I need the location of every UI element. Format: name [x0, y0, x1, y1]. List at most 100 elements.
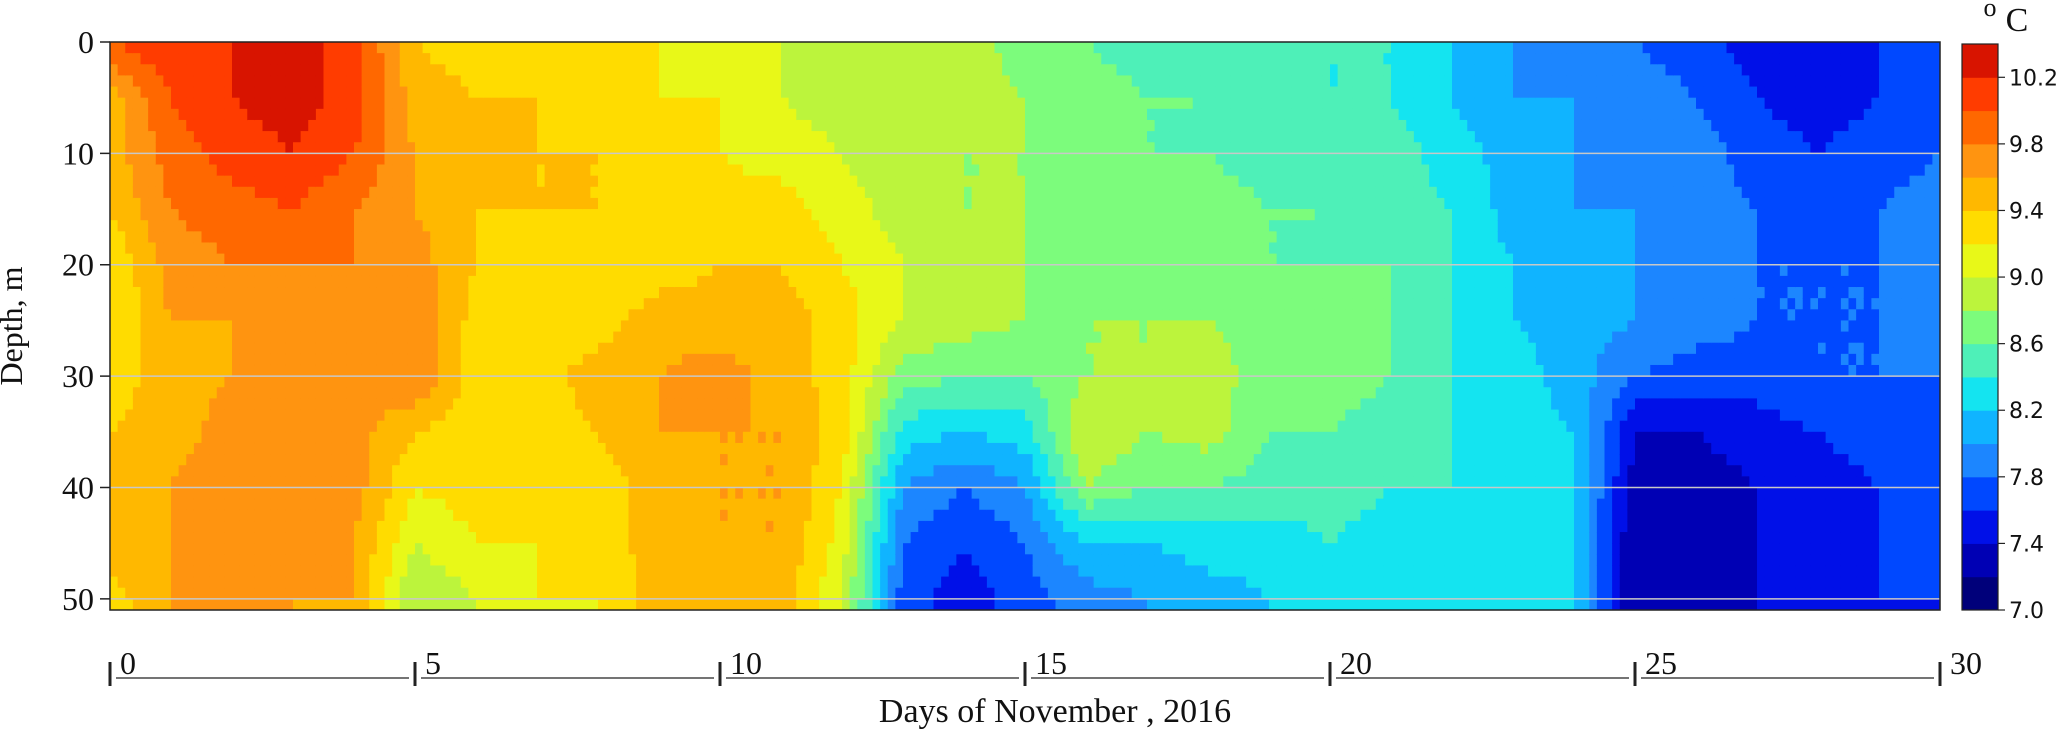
heatmap-cell — [155, 376, 164, 388]
heatmap-cell — [392, 86, 401, 99]
heatmap-cell — [666, 454, 675, 466]
heatmap-cell — [117, 264, 126, 277]
heatmap-cell — [369, 331, 378, 344]
heatmap-cell — [148, 520, 157, 533]
heatmap-cell — [338, 86, 347, 99]
heatmap-cell — [315, 353, 325, 366]
heatmap-cell — [781, 86, 790, 99]
heatmap-cell — [544, 520, 553, 533]
heatmap-cell — [186, 598, 195, 610]
heatmap-cell — [224, 331, 233, 344]
heatmap-cell — [483, 342, 492, 355]
heatmap-cell — [392, 231, 401, 244]
heatmap-cell — [407, 197, 416, 210]
heatmap-cell — [468, 242, 477, 255]
heatmap-cell — [163, 75, 172, 88]
heatmap-cell — [453, 420, 462, 433]
heatmap-cell — [232, 131, 241, 143]
heatmap-cell — [643, 275, 652, 288]
heatmap-cell — [575, 242, 584, 255]
heatmap-cell — [529, 142, 538, 154]
heatmap-cell — [849, 142, 858, 154]
heatmap-cell — [270, 320, 279, 333]
heatmap-cell — [277, 476, 286, 489]
heatmap-cell — [712, 186, 721, 199]
heatmap-cell — [384, 409, 393, 422]
heatmap-cell — [201, 42, 210, 54]
heatmap-cell — [674, 409, 683, 422]
heatmap-cell — [552, 108, 561, 121]
heatmap-cell — [376, 565, 386, 578]
heatmap-cell — [270, 376, 279, 388]
heatmap-cell — [590, 75, 599, 88]
heatmap-cell — [643, 353, 652, 366]
heatmap-cell — [209, 465, 218, 477]
heatmap-cell — [559, 197, 569, 210]
heatmap-cell — [232, 153, 241, 166]
heatmap-cell — [300, 142, 309, 154]
heatmap-cell — [643, 465, 652, 477]
heatmap-cell — [643, 197, 652, 210]
heatmap-cell — [476, 565, 485, 578]
heatmap-cell — [415, 287, 424, 299]
heatmap-cell — [376, 442, 386, 455]
heatmap-cell — [506, 454, 515, 466]
heatmap-cell — [781, 465, 790, 477]
heatmap-cell — [216, 197, 225, 210]
heatmap-cell — [285, 119, 294, 132]
heatmap-cell — [331, 487, 340, 500]
heatmap-cell — [697, 264, 706, 277]
heatmap-cell — [704, 242, 713, 255]
heatmap-cell — [674, 287, 683, 299]
heatmap-cell — [338, 431, 347, 444]
heatmap-cell — [331, 476, 340, 489]
heatmap-cell — [125, 543, 134, 555]
heatmap-cell — [125, 509, 134, 522]
heatmap-cell — [727, 209, 736, 221]
heatmap-cell — [590, 532, 599, 544]
heatmap-cell — [476, 387, 485, 399]
heatmap-cell — [666, 64, 675, 77]
heatmap-cell — [826, 543, 835, 555]
heatmap-cell — [224, 298, 233, 310]
heatmap-cell — [826, 576, 835, 589]
heatmap-cell — [224, 576, 233, 589]
heatmap-cell — [659, 42, 668, 54]
heatmap-cell — [117, 175, 126, 188]
heatmap-cell — [582, 331, 591, 344]
heatmap-cell — [727, 86, 736, 99]
heatmap-cell — [476, 275, 485, 288]
heatmap-cell — [811, 431, 820, 444]
heatmap-cell — [407, 364, 416, 377]
heatmap-cell — [346, 242, 355, 255]
heatmap-cell — [681, 420, 691, 433]
heatmap-cell — [331, 353, 340, 366]
heatmap-cell — [773, 532, 782, 544]
heatmap-cell — [468, 153, 477, 166]
heatmap-cell — [453, 476, 462, 489]
heatmap-cell — [674, 387, 683, 399]
heatmap-cell — [689, 53, 698, 65]
heatmap-cell — [781, 520, 790, 533]
heatmap-cell — [216, 242, 225, 255]
heatmap-cell — [704, 353, 713, 366]
heatmap-cell — [651, 298, 660, 310]
heatmap-cell — [620, 242, 630, 255]
heatmap-cell — [239, 53, 248, 65]
heatmap-cell — [697, 376, 706, 388]
heatmap-cell — [506, 264, 515, 277]
heatmap-cell — [788, 108, 797, 121]
heatmap-cell — [193, 465, 203, 477]
heatmap-cell — [392, 431, 401, 444]
heatmap-cell — [537, 465, 546, 477]
heatmap-cell — [537, 253, 546, 266]
heatmap-cell — [331, 387, 340, 399]
heatmap-cell — [110, 64, 119, 77]
heatmap-cell — [811, 298, 820, 310]
heatmap-cell — [117, 287, 126, 299]
heatmap-cell — [842, 175, 851, 188]
heatmap-cell — [620, 131, 630, 143]
heatmap-cell — [148, 231, 157, 244]
heatmap-cell — [720, 342, 729, 355]
heatmap-cell — [460, 376, 469, 388]
